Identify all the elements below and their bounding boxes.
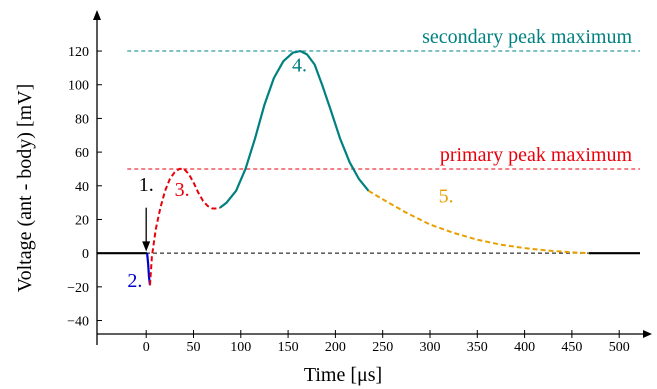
y-tick-label: 100 [68, 79, 89, 94]
annotation-label-2: 3. [175, 179, 190, 201]
annotation-label-3: 4. [292, 54, 307, 76]
series-segment-4 [367, 189, 589, 255]
x-tick-label: 300 [419, 340, 440, 355]
x-tick-label: 350 [467, 340, 488, 355]
y-tick-label: −20 [67, 281, 89, 296]
axes [93, 10, 652, 345]
x-axis-label: Time [μs] [304, 364, 382, 386]
y-tick-label: 40 [75, 180, 89, 195]
y-tick-label: −40 [67, 315, 89, 330]
series-segment-3 [219, 50, 370, 209]
annotation-label-0: 1. [139, 174, 154, 196]
x-tick-label: 250 [372, 340, 393, 355]
x-ticks: 0 50 100 150 200 250 300 350 400 450 500 [143, 330, 630, 355]
x-tick-label: 150 [278, 340, 299, 355]
x-tick-label: 100 [230, 340, 251, 355]
reference-lines: primary peak maximum secondary peak maxim… [97, 26, 640, 254]
x-tick-label: 500 [609, 340, 630, 355]
y-tick-label: 60 [75, 146, 89, 161]
annotation-label-1: 2. [127, 270, 142, 292]
x-tick-label: 450 [561, 340, 582, 355]
x-tick-label: 200 [325, 340, 346, 355]
y-tick-label: 0 [82, 247, 89, 262]
y-ticks: −40 −20 0 20 40 60 80 100 120 [67, 45, 102, 330]
y-tick-label: 20 [75, 213, 89, 228]
series-lines [97, 50, 640, 286]
y-tick-label: 120 [68, 45, 89, 60]
reference-line-label-2: secondary peak maximum [422, 26, 632, 48]
x-tick-label: 0 [143, 340, 150, 355]
annotation-label-4: 5. [439, 186, 454, 208]
x-tick-label: 50 [186, 340, 200, 355]
event-arrow-head [142, 241, 151, 252]
reference-line-label-1: primary peak maximum [440, 144, 633, 166]
x-axis-arrow [643, 330, 652, 338]
y-axis-label: Voltage (ant - body) [mV] [14, 84, 36, 292]
y-axis-arrow [93, 10, 101, 20]
x-tick-label: 400 [514, 340, 535, 355]
annotations: 1. 2. 3. 4. 5. [127, 54, 453, 292]
y-tick-label: 80 [75, 112, 89, 127]
